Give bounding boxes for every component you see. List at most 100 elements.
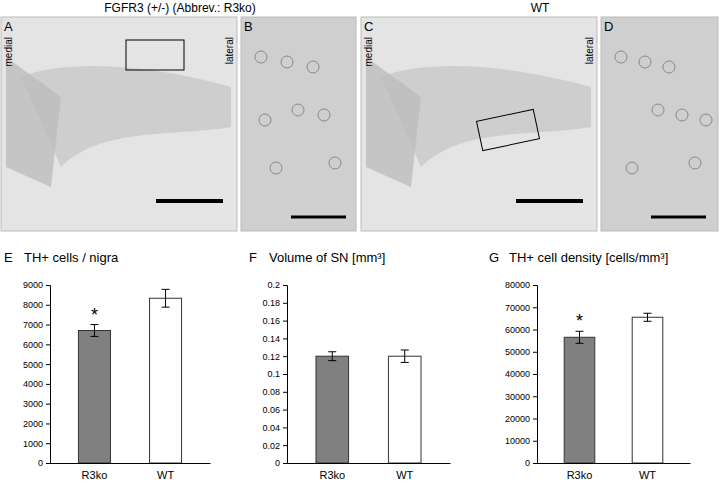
- y-tick: 6000: [23, 340, 50, 350]
- cell-shape: [307, 61, 319, 73]
- y-tick: 0: [525, 458, 537, 468]
- y-tick: 0.06: [262, 405, 287, 415]
- error-bar-stem: [579, 331, 580, 343]
- plot-area: [564, 313, 663, 463]
- y-tick-label: 0.12: [262, 352, 280, 362]
- bar: [388, 356, 421, 463]
- error-bar-cap: [401, 349, 409, 350]
- scale-bar: [156, 199, 223, 203]
- bar-chart: FVolume of SN [mm³]00.020.040.060.080.10…: [249, 250, 451, 481]
- error-bar-cap: [328, 360, 336, 361]
- cell-shape: [626, 162, 638, 174]
- y-tick-label: 6000: [23, 340, 43, 350]
- y-tick-label: 0: [38, 458, 43, 468]
- y-tick: 5000: [23, 359, 50, 369]
- y-tick-mark: [46, 305, 50, 306]
- error-bar: [328, 352, 336, 361]
- micrograph-image: [601, 17, 718, 231]
- y-tick-label: 0.02: [262, 441, 280, 451]
- y-tick: 0.2: [267, 280, 287, 290]
- y-tick: 0.02: [262, 441, 287, 451]
- y-tick-label: 80000: [505, 280, 530, 290]
- panel-header: WT: [531, 1, 550, 15]
- panel-letter: D: [604, 19, 613, 34]
- x-tick: R3ko: [567, 463, 593, 481]
- y-axis: 0100020003000400050006000700080009000: [23, 280, 51, 468]
- chart-title: TH+ cells / nigra: [24, 250, 119, 265]
- y-tick: 0: [38, 458, 50, 468]
- y-tick: 0.12: [262, 352, 287, 362]
- y-tick-label: 1000: [23, 439, 43, 449]
- inset-box: [477, 109, 540, 150]
- y-tick-mark: [283, 410, 287, 411]
- y-tick: 40000: [505, 369, 537, 379]
- bar: [316, 356, 349, 463]
- y-tick: 2000: [23, 419, 50, 429]
- y-tick-label: 0.04: [262, 423, 280, 433]
- y-tick: 60000: [505, 325, 537, 335]
- y-tick: 10000: [505, 436, 537, 446]
- y-axis: 0100002000030000400005000060000700008000…: [505, 280, 538, 468]
- y-tick-label: 0.08: [262, 387, 280, 397]
- y-tick-mark: [283, 445, 287, 446]
- y-tick-label: 50000: [505, 347, 530, 357]
- y-tick-label: 7000: [23, 320, 43, 330]
- error-bar-cap: [328, 351, 336, 352]
- cell-shape: [639, 56, 651, 68]
- y-tick-mark: [533, 352, 537, 353]
- y-tick: 0.16: [262, 316, 287, 326]
- bar: [78, 330, 110, 463]
- x-tick-label: WT: [396, 469, 413, 481]
- inset-box: [126, 40, 184, 70]
- x-axis-line: [288, 463, 451, 464]
- x-tick-label: R3ko: [82, 469, 108, 481]
- y-tick-mark: [283, 303, 287, 304]
- y-tick-label: 5000: [23, 359, 43, 369]
- y-tick: 50000: [505, 347, 537, 357]
- y-tick: 8000: [23, 300, 50, 310]
- bar-chart: ETH+ cells / nigra0100020003000400050006…: [4, 250, 211, 481]
- error-bar: [401, 350, 409, 362]
- x-axis-line: [51, 463, 211, 464]
- y-tick: 7000: [23, 320, 50, 330]
- y-tick-label: 0: [275, 458, 280, 468]
- y-tick-mark: [533, 374, 537, 375]
- y-tick: 80000: [505, 280, 537, 290]
- x-tick: WT: [157, 463, 174, 481]
- y-tick-mark: [283, 374, 287, 375]
- x-tick-label: WT: [157, 469, 174, 481]
- plot-area: [316, 350, 421, 463]
- error-bar: [162, 289, 170, 307]
- y-tick-label: 0.06: [262, 405, 280, 415]
- x-tick: R3ko: [82, 463, 108, 481]
- error-bar-cap: [90, 336, 98, 337]
- y-tick-mark: [46, 364, 50, 365]
- error-bar-cap: [644, 313, 652, 314]
- error-bar-cap: [576, 343, 584, 344]
- figure: FGFR3 (+/-) (Abbrev.: R3ko)WTAmediallate…: [0, 0, 720, 491]
- error-bar-stem: [332, 352, 333, 361]
- y-tick: 0: [275, 458, 287, 468]
- micrograph-image: [241, 17, 356, 231]
- error-bar: [576, 331, 584, 343]
- y-tick-label: 30000: [505, 392, 530, 402]
- y-tick-label: 0.18: [262, 298, 280, 308]
- y-axis-line: [533, 286, 538, 464]
- y-tick: 1000: [23, 439, 50, 449]
- y-tick: 70000: [505, 303, 537, 313]
- x-axis: R3koWT: [538, 463, 691, 481]
- y-tick-label: 9000: [23, 280, 43, 290]
- micrograph-image: [361, 17, 597, 231]
- y-tick-label: 40000: [505, 369, 530, 379]
- y-tick-label: 0.16: [262, 316, 280, 326]
- y-tick-label: 2000: [23, 419, 43, 429]
- y-tick-mark: [283, 392, 287, 393]
- micrograph-image: [1, 17, 237, 231]
- y-tick-label: 60000: [505, 325, 530, 335]
- error-bar-stem: [165, 289, 166, 307]
- tissue-shape: [6, 57, 61, 187]
- scale-bar: [651, 216, 706, 219]
- cell-shape: [700, 114, 712, 126]
- y-tick-label: 0: [525, 458, 530, 468]
- bar: [564, 337, 595, 463]
